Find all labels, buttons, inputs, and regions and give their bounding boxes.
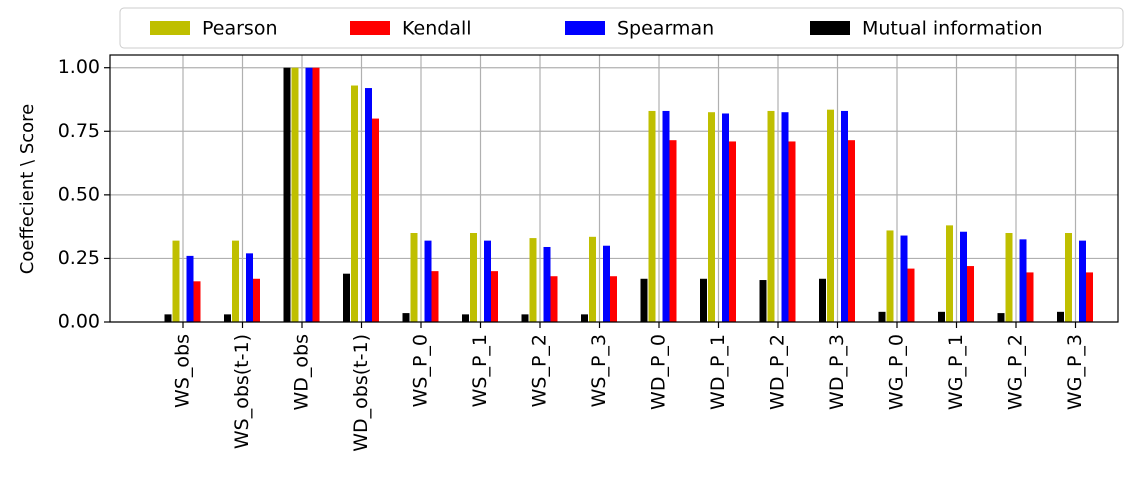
bar: [1026, 272, 1034, 322]
bar: [848, 140, 855, 322]
y-tick-label: 0.75: [58, 120, 100, 142]
legend-swatch: [150, 21, 190, 35]
bar: [193, 281, 201, 322]
bar: [402, 313, 410, 322]
bar: [246, 253, 253, 322]
bar: [283, 67, 291, 322]
bar: [946, 225, 953, 322]
bar: [224, 314, 231, 322]
bar: [759, 280, 767, 322]
x-tick-label: WD_P_2: [767, 334, 789, 410]
legend: Pearson Kendall Spearman Mutual information: [119, 7, 1124, 49]
bar: [372, 118, 379, 322]
bar: [521, 314, 529, 322]
x-tick-label: WG_P_3: [1064, 334, 1086, 410]
bar: [291, 67, 299, 322]
bar: [708, 112, 715, 322]
x-tick-label: WD_P_3: [826, 334, 848, 410]
bar: [1086, 272, 1093, 322]
bar: [550, 276, 558, 322]
bar: [640, 278, 648, 322]
x-tick-label: WS_P_2: [529, 334, 551, 407]
x-tick-label: WS_P_0: [410, 334, 432, 407]
bar: [662, 110, 670, 322]
legend-swatch: [350, 21, 390, 35]
bar: [312, 67, 320, 322]
bar: [424, 240, 432, 322]
bar: [841, 110, 848, 322]
bar: [610, 276, 617, 322]
bar: [967, 266, 974, 322]
bar: [581, 314, 588, 322]
bar: [997, 313, 1005, 322]
x-tick-label: WG_P_1: [945, 334, 967, 410]
bar: [232, 240, 239, 322]
bar: [819, 278, 826, 322]
x-tick-label: WG_P_2: [1005, 334, 1027, 410]
bar: [729, 141, 736, 322]
bar: [767, 110, 775, 322]
bar: [589, 236, 596, 322]
y-tick-label: 0.00: [58, 311, 100, 333]
legend-swatch: [565, 21, 605, 35]
bar: [431, 271, 439, 322]
bar: [253, 278, 260, 322]
bar: [172, 240, 180, 322]
bar: [907, 268, 915, 322]
bar: [470, 233, 477, 322]
bar: [700, 278, 707, 322]
bar: [491, 271, 498, 322]
bar: [1019, 239, 1027, 322]
bar: [827, 109, 834, 323]
x-tick-label: WD_P_0: [648, 334, 670, 410]
bar: [462, 314, 469, 322]
bar: [781, 112, 789, 322]
bar: [669, 140, 677, 322]
x-tick-label: WS_obs: [172, 334, 194, 408]
bar: [351, 85, 358, 322]
plot-frame: [109, 54, 1119, 323]
bar: [186, 255, 194, 322]
y-tick-label: 0.50: [58, 183, 100, 205]
bar: [878, 311, 886, 322]
bar: [1005, 233, 1013, 322]
bar: [164, 314, 172, 322]
bar: [960, 231, 967, 322]
bar: [788, 141, 796, 322]
bar: [900, 235, 908, 322]
bar: [603, 245, 610, 322]
x-tick-label: WS_P_1: [469, 334, 491, 407]
bar: [543, 246, 551, 322]
bar: [343, 273, 350, 322]
bar: [305, 67, 313, 322]
bar: [410, 233, 418, 322]
x-tick-label: WS_P_3: [588, 334, 610, 407]
bar: [648, 110, 656, 322]
x-tick-label: WD_obs: [291, 334, 313, 411]
x-tick-label: WS_obs(t-1): [231, 334, 253, 449]
bar: [1057, 311, 1064, 322]
legend-label: Kendall: [402, 18, 472, 40]
legend-label: Pearson: [202, 18, 278, 40]
bar: [1079, 240, 1086, 322]
bar: [529, 238, 537, 322]
legend-label: Mutual information: [862, 18, 1043, 40]
x-tick-label: WG_P_0: [886, 334, 908, 410]
x-tick-label: WD_obs(t-1): [350, 334, 372, 452]
x-tick-label: WD_P_1: [707, 334, 729, 410]
bar: [365, 88, 372, 322]
bar: [1065, 233, 1072, 322]
y-tick-label: 0.25: [58, 247, 100, 269]
bar: [886, 230, 894, 322]
bar: [722, 113, 729, 322]
bar: [938, 311, 945, 322]
legend-label: Spearman: [617, 18, 714, 40]
y-tick-label: 1.00: [58, 56, 100, 78]
bar: [484, 240, 491, 322]
y-axis-label: Coeffecient \ Score: [17, 104, 38, 275]
legend-swatch: [810, 21, 850, 35]
legend-frame: [119, 7, 1124, 49]
